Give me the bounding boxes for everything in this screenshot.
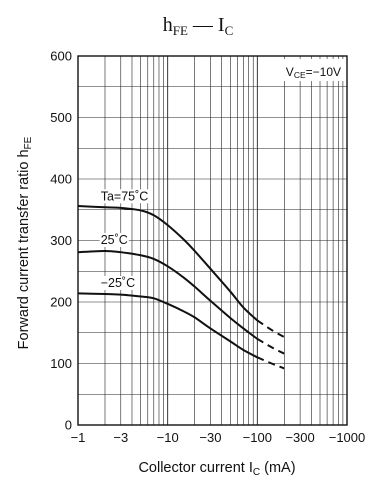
series-label: 25˚C [101,233,128,247]
series-line-solid [77,292,258,359]
y-axis-label-text: Forward current transfer ratio h [16,149,32,349]
condition-box-bg [282,59,344,81]
title-dash: — [188,14,218,36]
x-axis-label-subscript: C [253,467,260,478]
series-line-solid [77,205,259,322]
condition-subscript: CE [294,70,306,80]
plot-frame [77,55,348,426]
y-tick-label: 400 [50,172,72,187]
chart-title: hFE — IC [163,14,234,38]
x-tick-label: −300 [285,430,314,445]
series-line-dashed [256,338,285,355]
x-tick-label: −1000 [329,430,366,445]
x-tick-label: −3 [113,430,128,445]
grid [77,55,348,426]
series-label-bg [99,189,150,204]
x-tick-label: −10 [157,430,179,445]
title-main: h [163,14,173,36]
series-lines [77,205,285,370]
x-axis-label-text: Collector current I [138,460,252,476]
y-tick-label: 200 [50,295,72,310]
y-axis-label-subscript: FE [23,136,34,149]
condition-value: =−10V [306,65,341,79]
condition-prefix: V [286,65,294,79]
y-axis-label: Forward current transfer ratio hFE [16,136,34,349]
series-labels: Ta=75˚C 25˚C −25˚C [99,189,150,291]
x-axis-label: Collector current IC (mA) [138,460,295,478]
y-tick-label: 500 [50,110,72,125]
series-label: −25˚C [101,276,135,290]
condition-label: VCE=−10V [286,65,341,80]
title-var-subscript: C [225,23,234,38]
condition-box: VCE=−10V [282,59,344,81]
y-tick-label: 100 [50,356,72,371]
y-tick-label: 300 [50,233,72,248]
series-label-bg [99,232,129,247]
series-line-dashed [256,319,285,338]
series-line-dashed [256,356,285,370]
series-label: Ta=75˚C [101,189,149,203]
x-tick-label: −30 [199,430,221,445]
series-line-solid [77,249,258,340]
x-axis-label-unit: (mA) [260,460,295,476]
x-tick-label: −100 [243,430,272,445]
title-var: I [218,14,225,36]
tick-labels: 0 100 200 300 400 500 600 −1 −3 −10 −30 −100 −300 −10… [50,49,365,446]
series-label-bg [99,276,137,291]
title-main-subscript: FE [173,23,188,38]
x-tick-label: −1 [71,430,86,445]
y-tick-label: 0 [65,418,72,433]
y-tick-label: 600 [50,49,72,64]
